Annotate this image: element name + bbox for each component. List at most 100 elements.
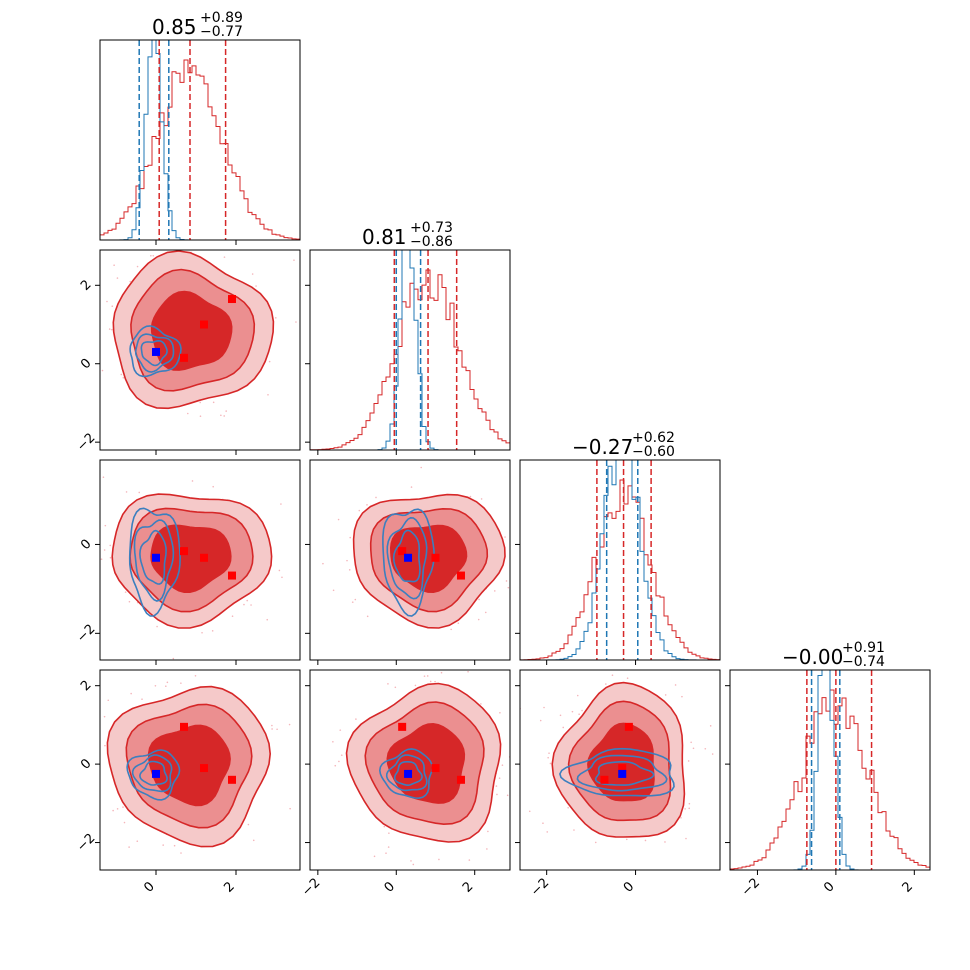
- sample-point: [549, 762, 552, 765]
- y-tick-label-3-2: 0: [78, 537, 94, 553]
- y-tick-label-3-1: −2: [74, 622, 98, 646]
- panel-frame-4-2: [309, 669, 511, 871]
- red-marker-3: [228, 571, 236, 580]
- sample-point: [498, 777, 501, 779]
- sample-point: [338, 760, 340, 763]
- sample-point: [154, 685, 157, 687]
- sample-point: [513, 559, 515, 561]
- sample-point: [704, 747, 707, 750]
- panel-frame-4-1: [99, 669, 301, 871]
- sample-point: [225, 410, 227, 412]
- sample-point: [180, 682, 182, 684]
- sample-point: [507, 586, 510, 589]
- sample-point: [394, 686, 397, 689]
- sample-point: [150, 209, 152, 211]
- sample-point: [246, 599, 249, 602]
- sample-point: [268, 360, 271, 363]
- sample-point: [709, 725, 712, 727]
- y-tick-label-4-3: 2: [78, 678, 94, 694]
- sample-point: [141, 698, 143, 700]
- sample-point: [528, 810, 531, 813]
- sample-point: [664, 694, 667, 696]
- sample-point: [199, 401, 202, 404]
- sample-point: [351, 601, 354, 603]
- sample-point: [688, 802, 691, 805]
- sample-point: [112, 809, 114, 812]
- blue-contour-3: [393, 761, 423, 787]
- sample-point: [278, 569, 281, 572]
- sample-point: [355, 718, 357, 720]
- sample-point: [512, 751, 514, 753]
- sample-point: [138, 491, 141, 494]
- red-contour-3: [386, 722, 466, 804]
- sample-point: [289, 807, 291, 810]
- panel-frame-4-4: [729, 669, 931, 871]
- sample-point: [88, 528, 90, 530]
- scatter-panel-2-1: [101, 209, 297, 418]
- red-marker-3: [228, 775, 236, 784]
- x-tick-label-3-2: 0: [621, 879, 637, 895]
- sample-point: [223, 415, 226, 417]
- sample-point: [80, 587, 82, 589]
- red-histogram-3: [520, 479, 720, 660]
- sample-point: [412, 863, 415, 866]
- sample-point: [243, 603, 245, 606]
- sample-point: [116, 808, 119, 810]
- sample-point: [501, 764, 504, 766]
- sample-point: [688, 807, 691, 810]
- red-marker-1: [398, 547, 407, 556]
- scatter-panel-4-2: [332, 670, 514, 866]
- red-contour-3: [150, 524, 232, 593]
- red-contour-3: [389, 524, 468, 594]
- panel-frame-4-3: [519, 669, 721, 871]
- red-contour-3: [150, 290, 233, 371]
- blue-contour-3: [392, 529, 421, 583]
- sample-point: [562, 726, 565, 729]
- blue-contour-3: [139, 760, 168, 786]
- sample-point: [100, 558, 103, 560]
- panel-title-lower-1: −0.77: [200, 24, 243, 40]
- sample-point: [692, 747, 695, 750]
- blue-contour-3: [139, 529, 167, 585]
- sample-point: [247, 823, 250, 826]
- panel-frame-2-1: [99, 249, 301, 451]
- sample-point: [212, 401, 215, 404]
- panel-title-2: 0.81: [362, 225, 407, 249]
- blue-marker: [152, 347, 160, 356]
- sample-point: [542, 822, 544, 825]
- red-marker-2: [431, 764, 440, 773]
- sample-point: [212, 485, 214, 488]
- sample-point: [255, 285, 257, 287]
- sample-point: [594, 841, 597, 844]
- red-marker-1: [398, 722, 407, 731]
- sample-point: [543, 706, 545, 709]
- sample-point: [467, 670, 469, 673]
- sample-point: [512, 568, 514, 570]
- sample-point: [567, 806, 569, 809]
- sample-point: [576, 694, 579, 697]
- sample-point: [162, 844, 164, 846]
- panel-title-upper-4: +0.91: [842, 640, 885, 656]
- panel-frame-1-1: [99, 39, 301, 241]
- sample-point: [109, 544, 112, 547]
- panel-title-lower-4: −0.74: [842, 654, 885, 670]
- sample-point: [293, 259, 295, 261]
- sample-point: [136, 840, 139, 843]
- red-marker-2: [200, 320, 208, 329]
- sample-point: [107, 699, 110, 702]
- sample-point: [332, 589, 335, 592]
- sample-point: [186, 412, 189, 415]
- panel-title-3: −0.27: [572, 435, 633, 459]
- panel-title-4: −0.00: [782, 645, 843, 669]
- sample-point: [152, 254, 155, 257]
- sample-point: [674, 684, 677, 686]
- sample-point: [180, 852, 182, 854]
- y-tick-label-2-1: −2: [74, 430, 98, 454]
- sample-point: [495, 785, 498, 787]
- blue-contour-2: [131, 754, 173, 793]
- sample-point: [104, 744, 106, 747]
- sample-point: [199, 415, 202, 418]
- red-marker-1: [180, 353, 188, 362]
- blue-marker: [152, 553, 160, 562]
- sample-point: [106, 300, 108, 303]
